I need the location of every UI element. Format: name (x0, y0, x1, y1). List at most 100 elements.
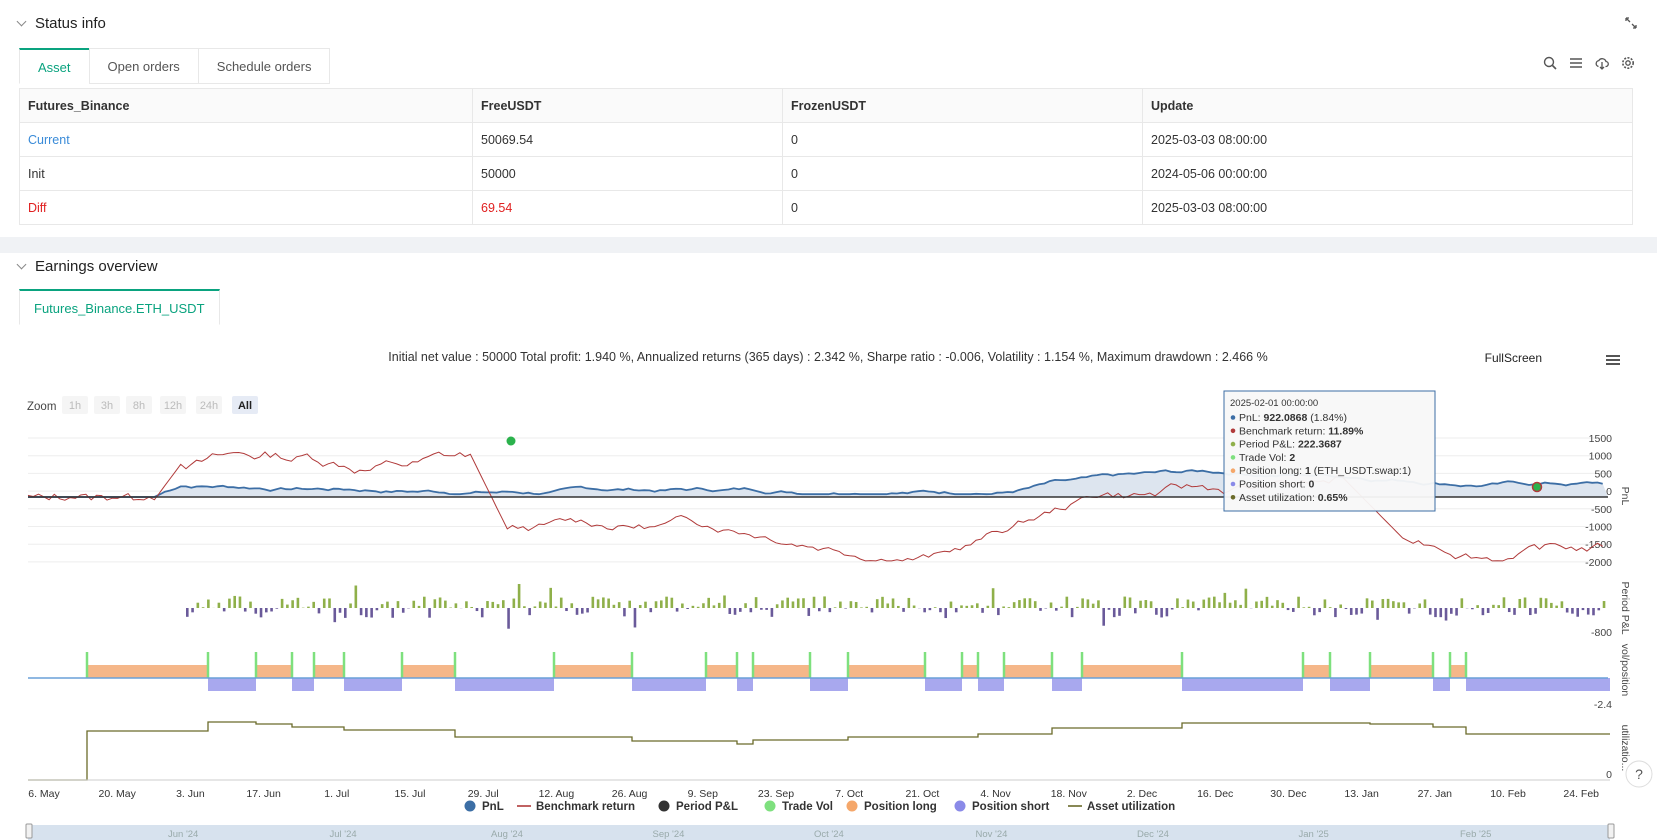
chevron-down-icon[interactable] (16, 16, 27, 27)
col-header[interactable]: Futures_Binance (19, 88, 473, 123)
period-bar (233, 595, 236, 608)
cloud-download-icon[interactable] (1595, 56, 1609, 70)
zoom-button-12h[interactable] (160, 396, 186, 414)
tab-schedule-orders[interactable]: Schedule orders (197, 48, 331, 84)
status-header[interactable]: Status info (16, 15, 106, 32)
zoom-button-8h[interactable] (126, 396, 152, 414)
collapse-icon[interactable] (1625, 17, 1637, 29)
period-bar (1460, 598, 1464, 608)
tab-futures-binance-eth-usdt[interactable]: Futures_Binance.ETH_USDT (19, 289, 220, 325)
zoom-button-All[interactable] (232, 396, 258, 414)
pnl-axis-tick: -500 (1591, 504, 1612, 516)
position-short-bar (737, 678, 753, 691)
period-bar (1176, 598, 1179, 608)
period-bar (1239, 604, 1242, 608)
help-icon[interactable]: ? (1635, 766, 1643, 782)
period-bar (370, 608, 373, 618)
menu-icon[interactable] (1606, 363, 1620, 365)
status-title: Status info (35, 15, 106, 32)
zoom-option-label[interactable]: 1h (69, 400, 81, 412)
pnl-axis-tick: 1000 (1589, 451, 1613, 463)
legend-item[interactable]: Trade Vol (782, 801, 833, 813)
period-bar (417, 605, 421, 608)
earnings-chart[interactable]: Initial net value : 50000 Total profit: … (0, 253, 1657, 840)
fullscreen-button[interactable]: FullScreen (1485, 351, 1542, 365)
period-bar (807, 608, 811, 616)
tab-open-orders[interactable]: Open orders (88, 48, 199, 84)
status-panel: Status info Asset Open orders Schedule o… (0, 0, 1657, 237)
row-label-current[interactable]: Current (19, 122, 473, 157)
navigator-handle-left[interactable] (25, 823, 33, 839)
legend-item[interactable]: PnL (482, 801, 504, 813)
position-short-bar (1330, 678, 1370, 691)
period-bar (344, 608, 347, 618)
zoom-option-label[interactable]: 8h (133, 400, 145, 412)
tooltip-label: PnL: (1239, 412, 1264, 424)
earnings-header[interactable]: Earnings overview (16, 258, 158, 275)
period-bar (839, 601, 842, 608)
period-bar (696, 606, 700, 608)
period-bar (549, 587, 552, 608)
legend-item[interactable]: Benchmark return (536, 801, 635, 813)
legend-item[interactable]: Asset utilization (1087, 801, 1175, 813)
zoom-option-label[interactable]: 3h (101, 400, 113, 412)
period-bar (870, 608, 874, 613)
tab-asset[interactable]: Asset (19, 48, 90, 84)
legend-item[interactable]: Position short (972, 801, 1049, 813)
col-header[interactable]: Update (1142, 88, 1633, 123)
asset-table: Futures_Binance FreeUSDT FrozenUSDT Upda… (19, 88, 1633, 225)
zoom-option-label[interactable]: 24h (200, 400, 218, 412)
menu-icon[interactable] (1606, 355, 1620, 357)
search-icon[interactable] (1543, 56, 1557, 70)
zoom-option-label[interactable]: All (238, 400, 252, 412)
period-bar (897, 605, 900, 608)
period-bar (991, 588, 995, 608)
legend-marker[interactable] (464, 800, 476, 812)
zoom-label: Zoom (27, 401, 56, 413)
navigator-tick: Aug '24 (491, 829, 523, 840)
period-bar (1155, 608, 1158, 615)
zoom-button-3h[interactable] (94, 396, 120, 414)
legend-item[interactable]: Period P&L (676, 801, 738, 813)
period-bar (1471, 608, 1474, 610)
help-button[interactable] (1625, 760, 1653, 788)
hover-marker (1531, 481, 1543, 493)
legend-marker[interactable] (954, 800, 966, 812)
period-bar (470, 606, 473, 608)
tooltip-value: 2 (1289, 452, 1295, 464)
tooltip-value: 0.65% (1318, 492, 1348, 504)
list-icon[interactable] (1569, 56, 1583, 70)
zoom-button-24h[interactable] (196, 396, 222, 414)
gear-icon[interactable] (1621, 56, 1635, 70)
position-short-bar (1433, 678, 1450, 691)
position-short-bar (925, 678, 962, 691)
tooltip-bullet (1230, 415, 1236, 420)
position-long-bar (962, 665, 978, 678)
period-bar (1328, 607, 1332, 608)
navigator-handle-right[interactable] (1607, 823, 1615, 839)
period-bar (1028, 598, 1032, 608)
period-bar (1123, 596, 1127, 608)
period-bar (338, 608, 342, 613)
period-bar (1270, 605, 1274, 608)
legend-item[interactable]: Position long (864, 801, 937, 813)
period-bar (960, 605, 963, 608)
legend-marker[interactable] (658, 800, 670, 812)
period-bar (1381, 599, 1385, 608)
period-bar (965, 605, 969, 608)
period-bar (1349, 608, 1353, 615)
col-header[interactable]: FrozenUSDT (782, 88, 1143, 123)
period-bar (628, 600, 631, 608)
navigator-range[interactable] (28, 825, 1610, 840)
menu-icon[interactable] (1606, 359, 1620, 361)
period-bar (1276, 600, 1279, 608)
legend-marker[interactable] (846, 800, 858, 812)
tooltip-line: Trade Vol: 2 (1239, 452, 1295, 464)
zoom-option-label[interactable]: 12h (164, 400, 182, 412)
col-header[interactable]: FreeUSDT (472, 88, 783, 123)
zoom-button-1h[interactable] (62, 396, 88, 414)
period-bar (686, 608, 689, 609)
period-bar (702, 603, 705, 608)
legend-marker[interactable] (764, 800, 776, 812)
pnl-axis-tick: 500 (1594, 468, 1612, 480)
